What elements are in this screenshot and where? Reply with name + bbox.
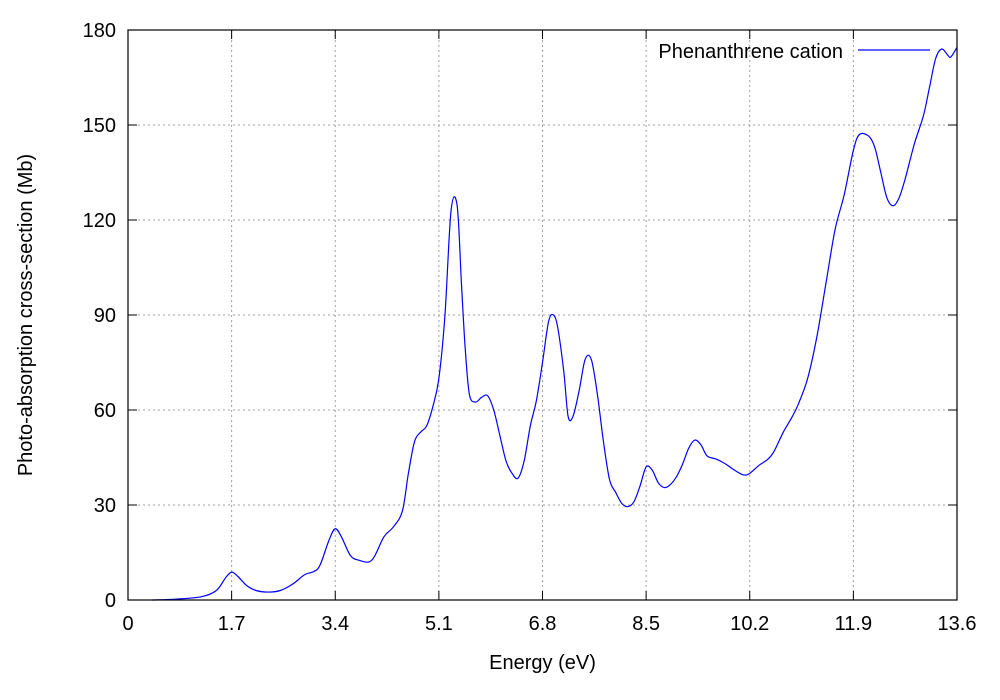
x-tick-label: 11.9 — [835, 613, 872, 635]
x-tick-labels: 0 1.7 3.4 5.1 6.8 8.5 10.2 11.9 13.6 — [122, 613, 976, 635]
x-tick-label: 3.4 — [321, 613, 349, 635]
grid — [128, 30, 957, 600]
y-tick-label: 0 — [105, 590, 116, 612]
legend: Phenanthrene cation — [658, 41, 930, 63]
x-tick-label: 0 — [122, 613, 133, 635]
x-tick-label: 13.6 — [938, 613, 977, 635]
series-line-0 — [152, 47, 958, 601]
x-tick-label: 1.7 — [218, 613, 246, 635]
x-tick-label: 5.1 — [425, 613, 453, 635]
axis-ticks — [127, 29, 958, 601]
y-tick-label: 180 — [83, 20, 116, 42]
x-tick-label: 10.2 — [730, 613, 769, 635]
y-tick-label: 150 — [83, 115, 116, 137]
y-tick-labels: 0 30 60 90 120 150 180 — [83, 20, 116, 612]
y-tick-label: 120 — [83, 210, 116, 232]
series-layer — [152, 47, 958, 601]
y-tick-label: 30 — [94, 495, 116, 517]
y-tick-label: 90 — [94, 305, 116, 327]
x-tick-label: 8.5 — [632, 613, 660, 635]
legend-label: Phenanthrene cation — [658, 41, 843, 63]
x-tick-label: 6.8 — [529, 613, 557, 635]
y-tick-label: 60 — [94, 400, 116, 422]
x-axis-title: Energy (eV) — [489, 652, 596, 674]
y-axis-title: Photo-absorption cross-section (Mb) — [15, 154, 37, 476]
